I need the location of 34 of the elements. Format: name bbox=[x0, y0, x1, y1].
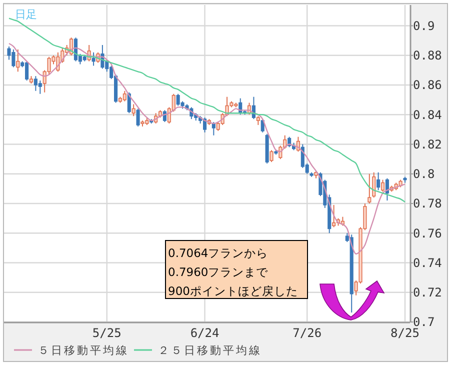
legend-label: ２５日移動平均線 bbox=[158, 344, 262, 357]
candlestick bbox=[372, 172, 376, 198]
y-tick-label: 0.78 bbox=[413, 196, 442, 211]
candlestick bbox=[260, 118, 264, 133]
y-tick-label: 0.8 bbox=[413, 167, 435, 182]
y-tick-label: 0.88 bbox=[413, 48, 442, 63]
candlestick bbox=[38, 80, 42, 94]
y-tick-label: 0.76 bbox=[413, 226, 442, 240]
candlestick bbox=[122, 90, 126, 102]
candlestick bbox=[332, 204, 336, 228]
line-series bbox=[8, 18, 406, 203]
y-tick-label: 0.72 bbox=[413, 286, 442, 300]
candlestick bbox=[368, 173, 372, 204]
candlestick bbox=[376, 172, 380, 191]
chart-title: 日足 bbox=[15, 8, 37, 21]
y-tick-label: 0.74 bbox=[413, 256, 442, 270]
y-tick-label: 0.84 bbox=[413, 108, 442, 122]
x-tick-label: 7/26 bbox=[292, 326, 322, 340]
candlestick bbox=[132, 104, 136, 117]
annotation: 0.7064フランから bbox=[168, 246, 268, 260]
y-tick-label: 0.82 bbox=[413, 137, 442, 152]
candlestick bbox=[270, 150, 274, 163]
annotation: 0.7960フランまで bbox=[168, 265, 270, 279]
candlestick bbox=[136, 108, 140, 127]
x-tick-label: 5/25 bbox=[92, 326, 122, 340]
candlestick bbox=[16, 48, 20, 72]
y-tick-label: 0.9 bbox=[413, 18, 435, 33]
annotation: 900ポイントほど戻した bbox=[168, 284, 298, 298]
legend-label: ５日移動平均線 bbox=[38, 344, 129, 357]
x-tick-label: 6/24 bbox=[190, 326, 220, 340]
candlestick bbox=[92, 52, 96, 66]
candlestick bbox=[202, 117, 207, 133]
y-tick-label: 0.86 bbox=[413, 78, 442, 92]
candlestick bbox=[380, 179, 385, 192]
